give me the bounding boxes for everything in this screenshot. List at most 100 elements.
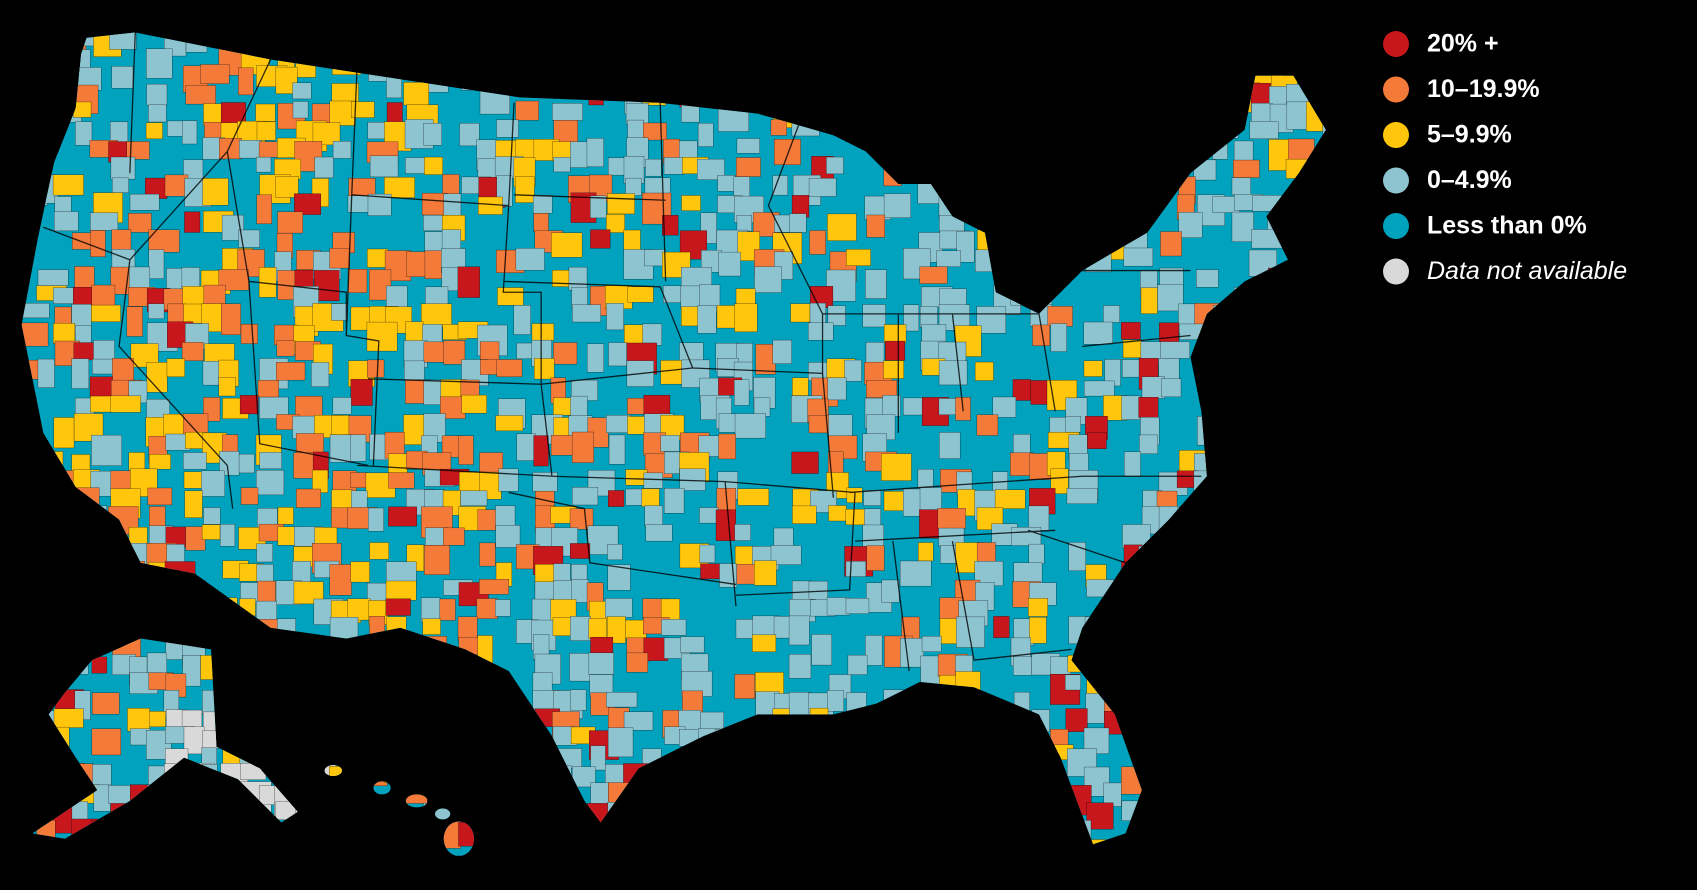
county <box>642 64 663 94</box>
county <box>1159 66 1180 98</box>
county <box>201 524 221 540</box>
county <box>829 101 846 120</box>
legend-label: Data not available <box>1427 257 1627 285</box>
county <box>274 654 297 686</box>
county <box>111 66 134 89</box>
county <box>1304 526 1326 548</box>
county <box>736 215 752 232</box>
county <box>1289 619 1312 640</box>
county <box>883 193 912 219</box>
county <box>276 708 293 735</box>
county <box>716 782 738 812</box>
county <box>239 395 259 415</box>
county <box>259 855 275 857</box>
county <box>218 377 236 397</box>
county <box>808 322 834 341</box>
county <box>34 451 64 483</box>
county <box>1123 120 1146 144</box>
county <box>664 488 685 514</box>
county <box>182 819 201 843</box>
county <box>1325 618 1326 643</box>
county <box>164 600 196 625</box>
county <box>1138 802 1165 832</box>
county <box>21 581 41 610</box>
county <box>1065 233 1090 253</box>
county <box>1085 104 1111 120</box>
county <box>1050 656 1071 675</box>
county <box>1288 306 1310 323</box>
county <box>862 524 884 549</box>
county <box>1215 122 1239 139</box>
county <box>181 342 204 361</box>
county <box>865 269 887 299</box>
county <box>495 838 514 854</box>
county <box>35 747 57 769</box>
county <box>900 638 924 668</box>
county <box>185 32 208 53</box>
county <box>1142 729 1158 747</box>
county <box>1161 378 1182 398</box>
county <box>1028 598 1048 617</box>
county <box>37 32 63 62</box>
county <box>1122 211 1149 231</box>
county <box>938 838 959 857</box>
county <box>1178 212 1203 238</box>
county <box>35 103 56 131</box>
county <box>1285 158 1309 179</box>
county <box>1212 581 1243 609</box>
county <box>1029 287 1053 307</box>
county <box>553 157 571 173</box>
county <box>149 711 166 727</box>
county <box>385 802 404 826</box>
county <box>958 82 974 104</box>
county <box>1065 195 1085 212</box>
county <box>21 654 40 678</box>
county <box>718 251 741 277</box>
county <box>533 746 556 769</box>
county <box>56 32 87 57</box>
county <box>1306 711 1326 739</box>
county <box>109 32 137 50</box>
county <box>1031 803 1047 819</box>
county <box>1250 857 1276 875</box>
county <box>277 727 306 751</box>
county <box>718 763 743 789</box>
county <box>1269 617 1295 637</box>
county <box>569 653 592 682</box>
county <box>201 470 225 497</box>
county <box>127 708 150 732</box>
county <box>21 396 37 416</box>
county <box>202 764 218 793</box>
county <box>1160 85 1185 108</box>
county <box>495 65 516 82</box>
county <box>1252 730 1268 757</box>
county <box>1288 781 1316 810</box>
county <box>642 748 662 765</box>
county <box>54 763 85 792</box>
county <box>1105 123 1133 149</box>
county <box>974 361 994 381</box>
county <box>993 121 1011 147</box>
county <box>863 765 885 798</box>
county <box>439 598 456 621</box>
county <box>809 766 837 797</box>
county <box>1231 177 1251 196</box>
county <box>697 123 714 147</box>
county <box>1213 376 1232 393</box>
county <box>384 764 406 783</box>
county <box>202 178 229 206</box>
county <box>424 707 443 724</box>
legend-label: Less than 0% <box>1427 212 1587 240</box>
county <box>386 67 402 99</box>
county <box>1288 656 1317 673</box>
county <box>1304 764 1326 786</box>
county <box>606 692 638 708</box>
county <box>498 802 517 826</box>
county <box>681 32 712 48</box>
county <box>439 656 455 680</box>
county <box>36 820 56 838</box>
county <box>1158 689 1177 714</box>
county <box>1102 634 1127 650</box>
county <box>1307 194 1326 223</box>
county <box>367 32 388 48</box>
